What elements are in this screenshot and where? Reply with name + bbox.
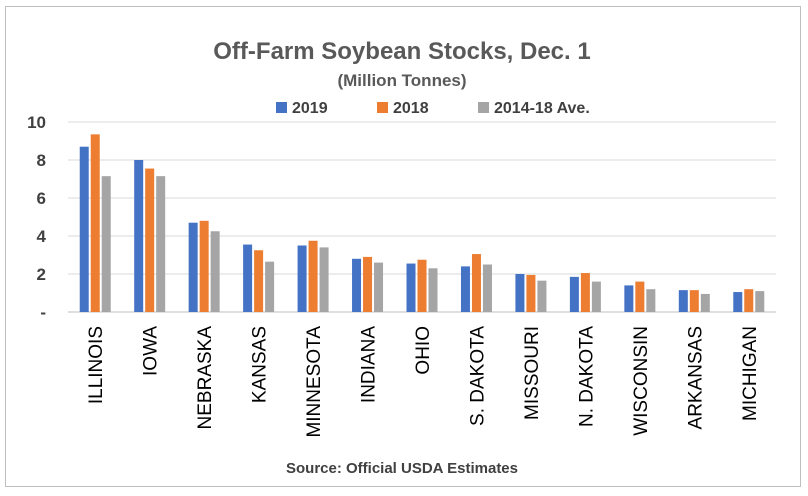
bar-2019 — [243, 244, 253, 312]
x-tick-label: S. DAKOTA — [467, 326, 488, 426]
bar-2019 — [569, 276, 579, 312]
bar-2018 — [635, 281, 645, 312]
y-tick-label: 10 — [27, 113, 46, 132]
gridlines — [68, 121, 776, 313]
bar-2019 — [297, 245, 307, 312]
chart-frame: Off-Farm Soybean Stocks, Dec. 1 (Million… — [5, 6, 801, 487]
bar-2019 — [79, 146, 89, 312]
x-tick-label: ILLINOIS — [86, 326, 107, 404]
bar-2019 — [188, 222, 198, 312]
bar-2019 — [624, 285, 634, 312]
source-note: Source: Official USDA Estimates — [286, 460, 518, 477]
bar-2019 — [733, 292, 743, 312]
y-axis: - 2 4 6 8 10 — [27, 113, 46, 322]
x-tick-label: IOWA — [141, 326, 162, 376]
x-tick-label: ARKANSAS — [685, 326, 706, 429]
x-tick-label: OHIO — [413, 326, 434, 375]
chart-subtitle: (Million Tonnes) — [337, 71, 466, 90]
bar-2014-18-ave- — [755, 291, 765, 312]
y-tick-label: - — [40, 303, 46, 322]
bar-2018 — [580, 273, 590, 312]
bar-chart: Off-Farm Soybean Stocks, Dec. 1 (Million… — [27, 38, 776, 477]
y-tick-label: 8 — [37, 151, 46, 170]
bar-2019 — [515, 274, 525, 312]
legend-label: 2018 — [393, 100, 429, 117]
bar-2018 — [744, 289, 754, 312]
bar-2014-18-ave- — [319, 247, 329, 312]
bar-2019 — [406, 263, 416, 312]
bar-2018 — [689, 290, 699, 312]
x-tick-label: WISCONSIN — [631, 326, 652, 436]
bar-2014-18-ave- — [210, 231, 220, 312]
bar-2018 — [363, 256, 373, 312]
bar-2014-18-ave- — [537, 280, 547, 312]
bar-2018 — [308, 240, 318, 312]
bar-2018 — [254, 250, 264, 312]
bar-2014-18-ave- — [591, 281, 601, 312]
bar-2014-18-ave- — [374, 262, 384, 312]
bar-2018 — [526, 274, 536, 312]
legend-swatch — [276, 102, 287, 113]
bar-2019 — [460, 266, 470, 312]
bars — [79, 134, 765, 312]
bar-2019 — [352, 258, 362, 312]
bar-2014-18-ave- — [646, 289, 656, 312]
y-tick-label: 4 — [37, 227, 47, 246]
bar-2014-18-ave- — [700, 293, 710, 312]
bar-2018 — [471, 254, 481, 312]
legend: 2019 2018 2014-18 Ave. — [276, 100, 590, 117]
bar-2018 — [199, 220, 209, 312]
bar-2018 — [90, 134, 100, 312]
bar-2018 — [145, 168, 155, 312]
bar-2014-18-ave- — [265, 261, 275, 312]
legend-swatch — [478, 102, 489, 113]
x-tick-label: MINNESOTA — [304, 326, 325, 438]
bar-2018 — [417, 259, 427, 312]
bar-2014-18-ave- — [156, 176, 166, 312]
bar-2014-18-ave- — [482, 264, 492, 312]
y-tick-label: 6 — [37, 189, 46, 208]
y-tick-label: 2 — [37, 265, 46, 284]
bar-2014-18-ave- — [101, 176, 111, 312]
chart-title: Off-Farm Soybean Stocks, Dec. 1 — [213, 38, 590, 65]
bar-2019 — [678, 290, 688, 312]
bar-2014-18-ave- — [428, 268, 438, 312]
legend-swatch — [377, 102, 388, 113]
x-axis: ILLINOIS IOWA NEBRASKA KANSAS MINNESOTA INDIA… — [86, 326, 761, 438]
x-tick-label: MISSOURI — [522, 326, 543, 420]
x-tick-label: NEBRASKA — [195, 326, 216, 430]
x-tick-label: KANSAS — [250, 326, 271, 403]
bar-2019 — [134, 160, 144, 312]
legend-label: 2014-18 Ave. — [494, 100, 590, 117]
x-tick-label: MICHIGAN — [740, 326, 761, 421]
x-tick-label: N. DAKOTA — [576, 326, 597, 427]
x-tick-label: INDIANA — [359, 326, 380, 403]
legend-label: 2019 — [292, 100, 328, 117]
